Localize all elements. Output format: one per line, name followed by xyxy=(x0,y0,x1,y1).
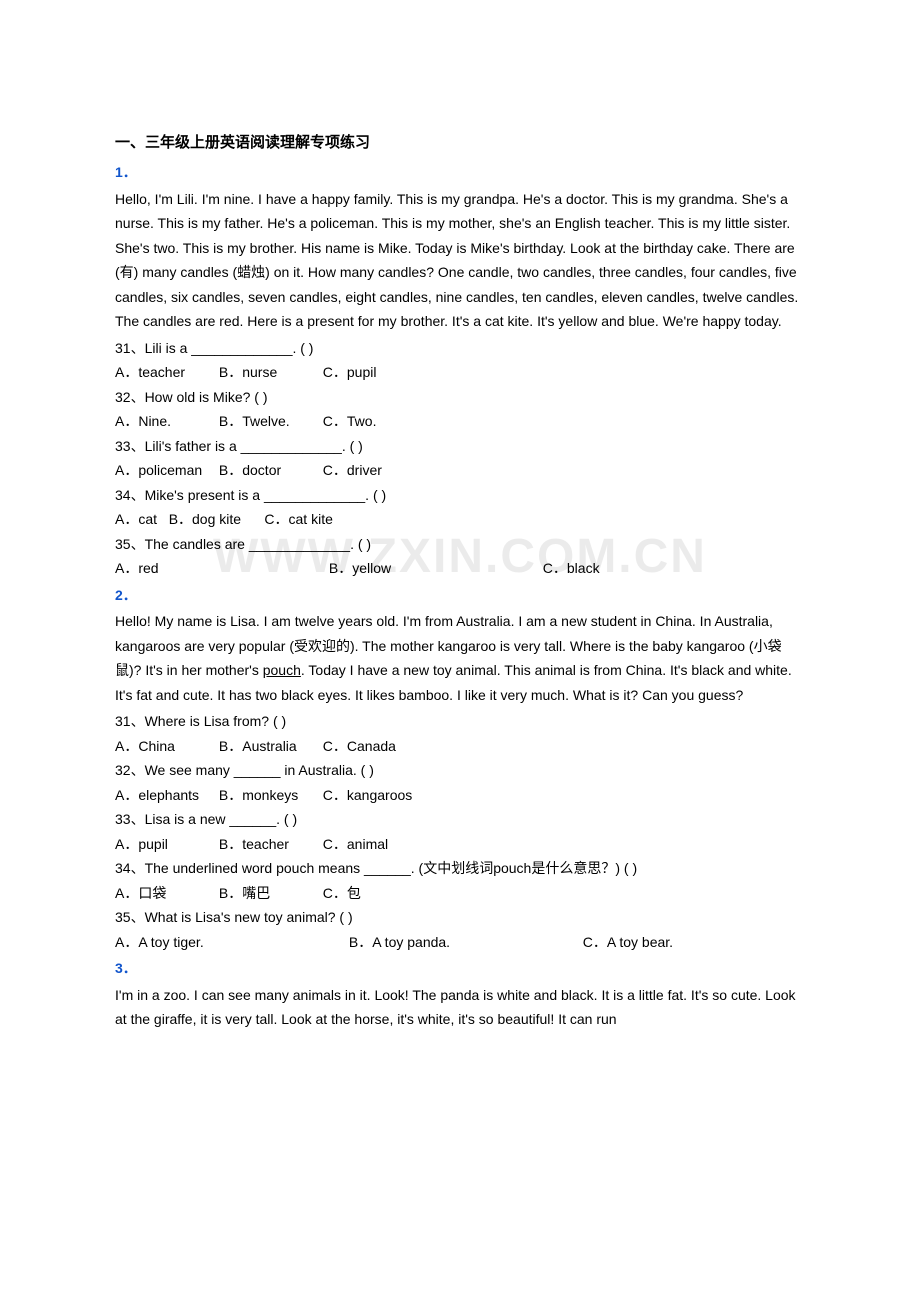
options-2-31: A．China B．Australia C．Canada xyxy=(115,734,805,759)
opt-a: A．Nine. xyxy=(115,409,215,434)
opt-c: C．Two. xyxy=(323,409,423,434)
section-number-3: 3． xyxy=(115,956,805,981)
opt-a: A．red xyxy=(115,556,325,581)
opt-c: C．Canada xyxy=(323,734,423,759)
question-2-34: 34、The underlined word pouch means _____… xyxy=(115,856,805,881)
opt-c: C．包 xyxy=(323,881,423,906)
passage-2: Hello! My name is Lisa. I am twelve year… xyxy=(115,609,805,707)
options-1-31: A．teacher B．nurse C．pupil xyxy=(115,360,805,385)
opt-a: A．cat xyxy=(115,507,157,532)
options-2-34: A．口袋 B．嘴巴 C．包 xyxy=(115,881,805,906)
options-2-33: A．pupil B．teacher C．animal xyxy=(115,832,805,857)
question-1-33: 33、Lili's father is a _____________. ( ) xyxy=(115,434,805,459)
opt-b: B．monkeys xyxy=(219,783,319,808)
section-number-1: 1． xyxy=(115,160,805,185)
opt-a: A．A toy tiger. xyxy=(115,930,345,955)
opt-a: A．pupil xyxy=(115,832,215,857)
options-2-32: A．elephants B．monkeys C．kangaroos xyxy=(115,783,805,808)
options-2-35: A．A toy tiger. B．A toy panda. C．A toy be… xyxy=(115,930,805,955)
passage-3: I'm in a zoo. I can see many animals in … xyxy=(115,983,805,1032)
question-1-32: 32、How old is Mike? ( ) xyxy=(115,385,805,410)
opt-b: B．doctor xyxy=(219,458,319,483)
document-content: 一、三年级上册英语阅读理解专项练习 1． Hello, I'm Lili. I'… xyxy=(115,130,805,1032)
opt-a: A．口袋 xyxy=(115,881,215,906)
opt-c: C．driver xyxy=(323,458,423,483)
options-1-34: A．cat B．dog kite C．cat kite xyxy=(115,507,805,532)
passage-1: Hello, I'm Lili. I'm nine. I have a happ… xyxy=(115,187,805,334)
question-1-31: 31、Lili is a _____________. ( ) xyxy=(115,336,805,361)
options-1-35: A．red B．yellow C．black xyxy=(115,556,805,581)
opt-c: C．kangaroos xyxy=(323,783,423,808)
opt-c: C．pupil xyxy=(323,360,423,385)
opt-c: C．A toy bear. xyxy=(583,930,673,955)
question-2-32: 32、We see many ______ in Australia. ( ) xyxy=(115,758,805,783)
question-1-34: 34、Mike's present is a _____________. ( … xyxy=(115,483,805,508)
question-2-35: 35、What is Lisa's new toy animal? ( ) xyxy=(115,905,805,930)
question-1-35: 35、The candles are _____________. ( ) xyxy=(115,532,805,557)
opt-b: B．Twelve. xyxy=(219,409,319,434)
opt-a: A．China xyxy=(115,734,215,759)
opt-a: A．teacher xyxy=(115,360,215,385)
opt-b: B．A toy panda. xyxy=(349,930,579,955)
question-2-33: 33、Lisa is a new ______. ( ) xyxy=(115,807,805,832)
opt-b: B．nurse xyxy=(219,360,319,385)
question-2-31: 31、Where is Lisa from? ( ) xyxy=(115,709,805,734)
opt-c: C．black xyxy=(543,556,600,581)
opt-b: B．teacher xyxy=(219,832,319,857)
opt-a: A．policeman xyxy=(115,458,215,483)
opt-b: B．dog kite xyxy=(169,507,241,532)
page-title: 一、三年级上册英语阅读理解专项练习 xyxy=(115,130,805,156)
options-1-32: A．Nine. B．Twelve. C．Two. xyxy=(115,409,805,434)
opt-b: B．Australia xyxy=(219,734,319,759)
options-1-33: A．policeman B．doctor C．driver xyxy=(115,458,805,483)
opt-a: A．elephants xyxy=(115,783,215,808)
section-number-2: 2． xyxy=(115,583,805,608)
opt-c: C．cat kite xyxy=(264,507,332,532)
opt-c: C．animal xyxy=(323,832,423,857)
opt-b: B．嘴巴 xyxy=(219,881,319,906)
opt-b: B．yellow xyxy=(329,556,539,581)
